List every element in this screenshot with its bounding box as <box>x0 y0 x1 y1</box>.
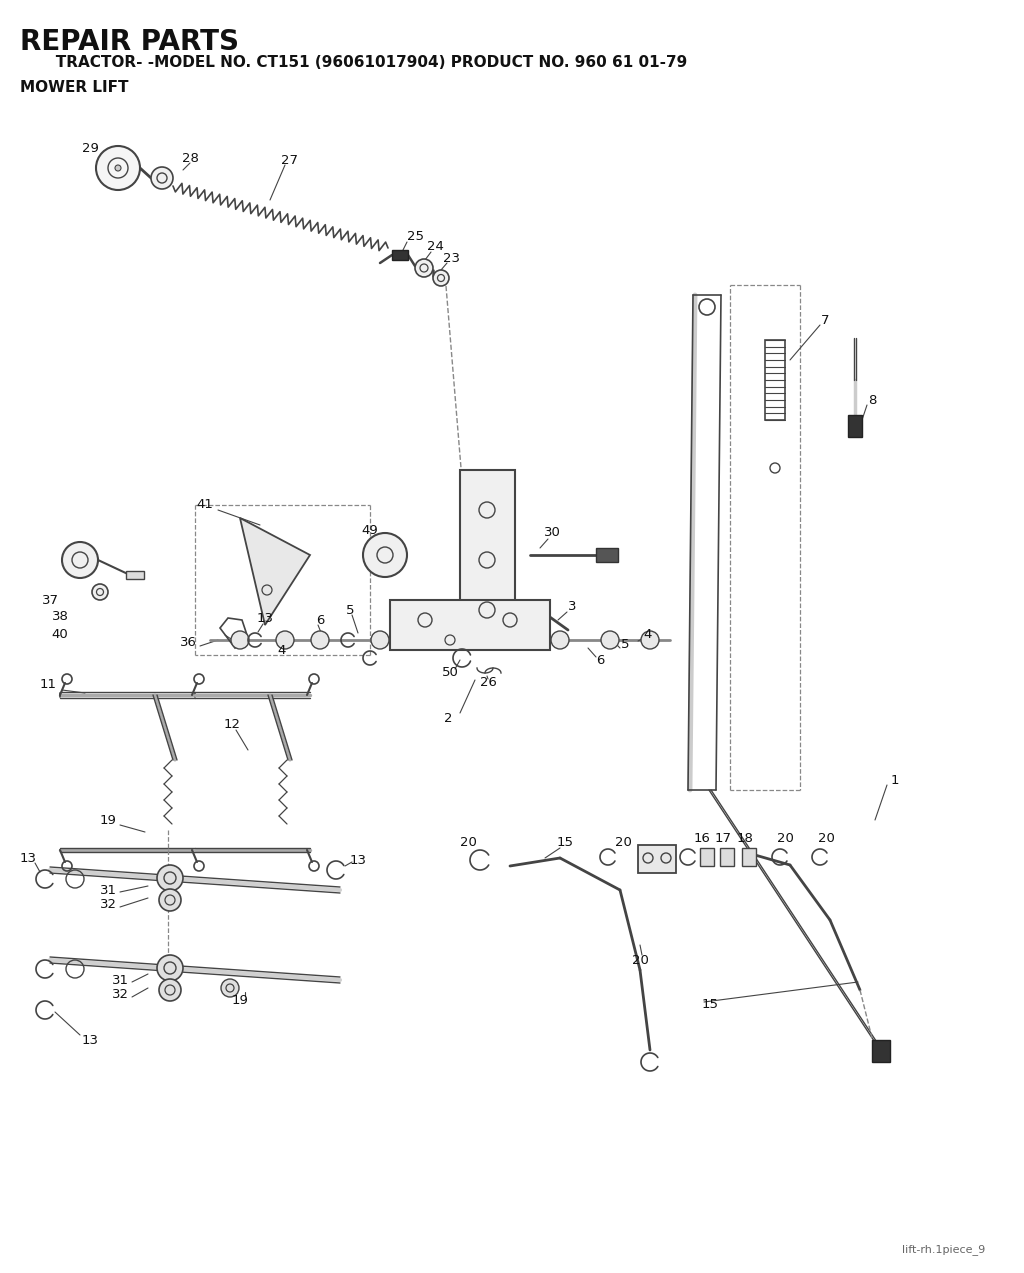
Text: 36: 36 <box>179 636 197 649</box>
Text: 20: 20 <box>460 836 476 849</box>
Text: 31: 31 <box>112 974 128 987</box>
Circle shape <box>371 631 389 649</box>
Text: 8: 8 <box>867 393 877 406</box>
Circle shape <box>221 979 239 997</box>
Text: 15: 15 <box>556 836 573 849</box>
Text: 13: 13 <box>349 853 367 867</box>
Text: 24: 24 <box>427 241 443 253</box>
Bar <box>126 572 144 579</box>
Text: 25: 25 <box>407 230 424 243</box>
Circle shape <box>159 979 181 1001</box>
Circle shape <box>415 258 433 278</box>
Text: 40: 40 <box>51 628 69 640</box>
Polygon shape <box>240 518 310 625</box>
Text: 13: 13 <box>82 1034 98 1046</box>
Bar <box>848 415 862 437</box>
Bar <box>638 845 676 873</box>
Text: 28: 28 <box>181 151 199 164</box>
Circle shape <box>151 167 173 188</box>
Text: 50: 50 <box>441 667 459 680</box>
Bar <box>720 848 734 866</box>
Text: TRACTOR- -MODEL NO. CT151 (96061017904) PRODUCT NO. 960 61 01-79: TRACTOR- -MODEL NO. CT151 (96061017904) … <box>40 55 687 70</box>
Bar <box>872 1040 890 1062</box>
Circle shape <box>276 631 294 649</box>
Text: 16: 16 <box>693 831 711 844</box>
Text: 11: 11 <box>40 679 56 691</box>
Circle shape <box>362 533 407 577</box>
Text: 32: 32 <box>99 899 117 911</box>
Text: 19: 19 <box>99 813 117 826</box>
Text: 31: 31 <box>99 883 117 896</box>
Circle shape <box>62 542 98 578</box>
Text: 38: 38 <box>51 610 69 622</box>
Text: 32: 32 <box>112 989 128 1002</box>
Circle shape <box>96 146 140 190</box>
Text: 5: 5 <box>346 603 354 616</box>
Circle shape <box>601 631 618 649</box>
Text: 41: 41 <box>196 499 213 512</box>
Circle shape <box>641 631 659 649</box>
Text: 49: 49 <box>361 523 379 536</box>
Bar <box>460 470 515 630</box>
Text: 29: 29 <box>82 141 98 154</box>
Text: 20: 20 <box>776 831 794 844</box>
Text: 20: 20 <box>632 953 648 966</box>
Text: REPAIR PARTS: REPAIR PARTS <box>20 28 239 56</box>
Bar <box>742 848 756 866</box>
Text: 20: 20 <box>614 836 632 849</box>
Text: 19: 19 <box>231 993 249 1007</box>
Text: 17: 17 <box>715 831 731 844</box>
Circle shape <box>849 424 861 435</box>
Bar <box>392 250 408 260</box>
Circle shape <box>157 864 183 891</box>
Circle shape <box>115 165 121 171</box>
Text: 4: 4 <box>644 629 652 642</box>
Text: 6: 6 <box>315 614 325 626</box>
Circle shape <box>159 889 181 911</box>
Text: 37: 37 <box>42 593 58 606</box>
Bar <box>765 340 785 420</box>
Text: 6: 6 <box>596 653 604 667</box>
Circle shape <box>551 631 569 649</box>
Text: 20: 20 <box>817 831 835 844</box>
Text: 13: 13 <box>19 852 37 864</box>
Text: 27: 27 <box>282 154 299 167</box>
Bar <box>390 600 550 651</box>
Text: 26: 26 <box>479 676 497 690</box>
Circle shape <box>231 631 249 649</box>
Text: 1: 1 <box>891 774 899 787</box>
Text: 3: 3 <box>567 601 577 614</box>
Text: 4: 4 <box>278 643 286 657</box>
Circle shape <box>433 270 449 286</box>
Circle shape <box>157 955 183 981</box>
Text: 2: 2 <box>443 712 453 724</box>
Text: 18: 18 <box>736 831 754 844</box>
Text: 7: 7 <box>821 313 829 326</box>
Text: 15: 15 <box>701 998 719 1012</box>
Bar <box>700 848 714 866</box>
Circle shape <box>311 631 329 649</box>
Circle shape <box>92 584 108 600</box>
Text: lift-rh.1piece_9: lift-rh.1piece_9 <box>902 1244 985 1255</box>
Bar <box>596 547 618 561</box>
Text: 30: 30 <box>544 527 560 540</box>
Text: 5: 5 <box>621 639 630 652</box>
Text: 13: 13 <box>256 611 273 625</box>
Text: MOWER LIFT: MOWER LIFT <box>20 80 128 95</box>
Text: 23: 23 <box>443 252 461 265</box>
Text: 12: 12 <box>223 718 241 732</box>
